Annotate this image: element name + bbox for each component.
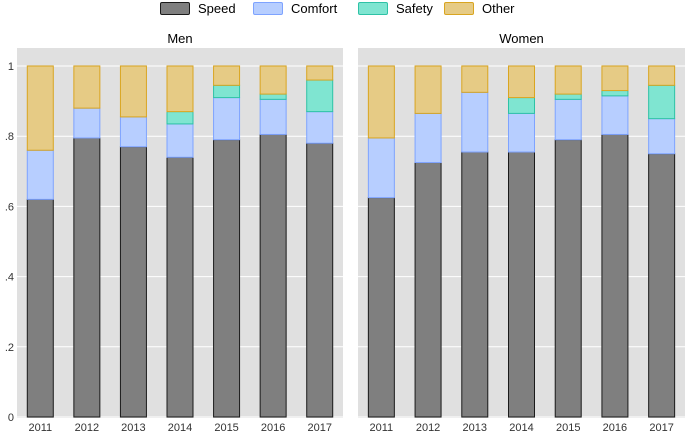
bar-segment-comfort-2013 [119,116,147,148]
legend-item-safety: Safety [358,0,433,16]
bar-segment-safety-2015 [554,93,582,100]
bar-segment-other-2015 [554,65,582,95]
bar-segment-other-2011 [26,65,54,151]
legend-label: Safety [396,0,433,16]
x-tick-label: 2015 [556,422,580,434]
x-tick-label: 2012 [75,422,99,434]
x-tick-label: 2017 [307,422,331,434]
bar-segment-speed-2017 [306,142,334,418]
bar-segment-other-2012 [414,65,442,114]
x-tick-label: 2016 [603,422,627,434]
bar-segment-comfort-2013 [461,91,489,153]
bar-segment-safety-2014 [166,111,194,125]
bar-segment-other-2014 [166,65,194,113]
bar-segment-safety-2016 [601,90,629,97]
bar-segment-safety-2014 [508,97,535,114]
legend: Speed Comfort Safety Other [0,0,685,16]
panel-strip [17,29,343,47]
bar-segment-other-2016 [259,65,287,95]
bar-segment-comfort-2011 [367,137,395,199]
y-tick-label: 1 [8,61,14,73]
bar-segment-speed-2014 [166,156,194,418]
bar-segment-speed-2017 [648,153,676,418]
bar-segment-comfort-2011 [26,149,54,200]
bar-segment-comfort-2016 [601,95,629,135]
legend-label: Speed [198,0,236,16]
bar-segment-comfort-2014 [166,123,194,158]
legend-item-speed: Speed [160,0,236,16]
bar-segment-speed-2014 [508,151,535,418]
bar-segment-speed-2011 [26,198,54,418]
bar-segment-speed-2013 [461,151,489,418]
bar-segment-speed-2012 [73,137,101,418]
bar-segment-other-2014 [508,65,535,99]
bar-segment-other-2011 [367,65,395,139]
panel-title: Men [167,31,192,46]
bar-segment-speed-2012 [414,162,442,418]
bar-segment-speed-2011 [367,197,395,418]
bar-segment-other-2013 [119,65,147,118]
x-tick-label: 2017 [649,422,673,434]
y-tick-label: 0 [8,412,14,424]
bar-segment-speed-2015 [554,139,582,418]
bar-segment-safety-2017 [306,79,334,113]
legend-item-comfort: Comfort [253,0,337,16]
legend-item-other: Other [444,0,515,16]
legend-swatch [358,1,388,15]
bar-segment-other-2012 [73,65,101,109]
bar-segment-speed-2016 [601,133,629,418]
bar-segment-speed-2016 [259,133,287,418]
bar-segment-comfort-2015 [213,97,241,141]
bar-segment-other-2013 [461,65,489,93]
x-tick-label: 2011 [370,422,394,434]
bar-segment-comfort-2016 [259,98,287,135]
bar-segment-comfort-2012 [73,107,101,139]
y-tick-label: .2 [5,342,14,354]
bar-segment-safety-2015 [213,84,241,99]
panel-title: Women [499,31,544,46]
legend-label: Other [482,0,515,16]
legend-swatch [444,1,474,15]
x-tick-label: 2013 [121,422,145,434]
bar-segment-comfort-2017 [306,111,334,144]
y-tick-label: .6 [5,201,14,213]
bar-segment-speed-2015 [213,139,241,418]
bar-segment-comfort-2017 [648,118,676,155]
x-tick-label: 2016 [261,422,285,434]
bar-segment-other-2017 [648,65,676,86]
legend-swatch [253,1,283,15]
y-tick-label: .8 [5,131,14,143]
bar-segment-comfort-2014 [508,112,535,153]
legend-swatch [160,1,190,15]
legend-label: Comfort [291,0,338,16]
bar-segment-safety-2017 [648,84,676,120]
bar-segment-other-2017 [306,65,334,81]
bar-segment-speed-2013 [119,146,147,418]
bar-segment-other-2016 [601,65,629,92]
x-tick-label: 2011 [28,422,52,434]
y-tick-label: .4 [5,272,14,284]
x-tick-label: 2012 [416,422,440,434]
x-tick-label: 2014 [168,422,192,434]
x-tick-label: 2014 [509,422,533,434]
bar-segment-comfort-2015 [554,98,582,141]
bar-segment-comfort-2012 [414,112,442,164]
bar-segment-safety-2016 [259,93,287,100]
x-tick-label: 2013 [463,422,487,434]
bar-segment-other-2015 [213,65,241,86]
panel-strip [358,29,685,47]
x-tick-label: 2015 [214,422,238,434]
